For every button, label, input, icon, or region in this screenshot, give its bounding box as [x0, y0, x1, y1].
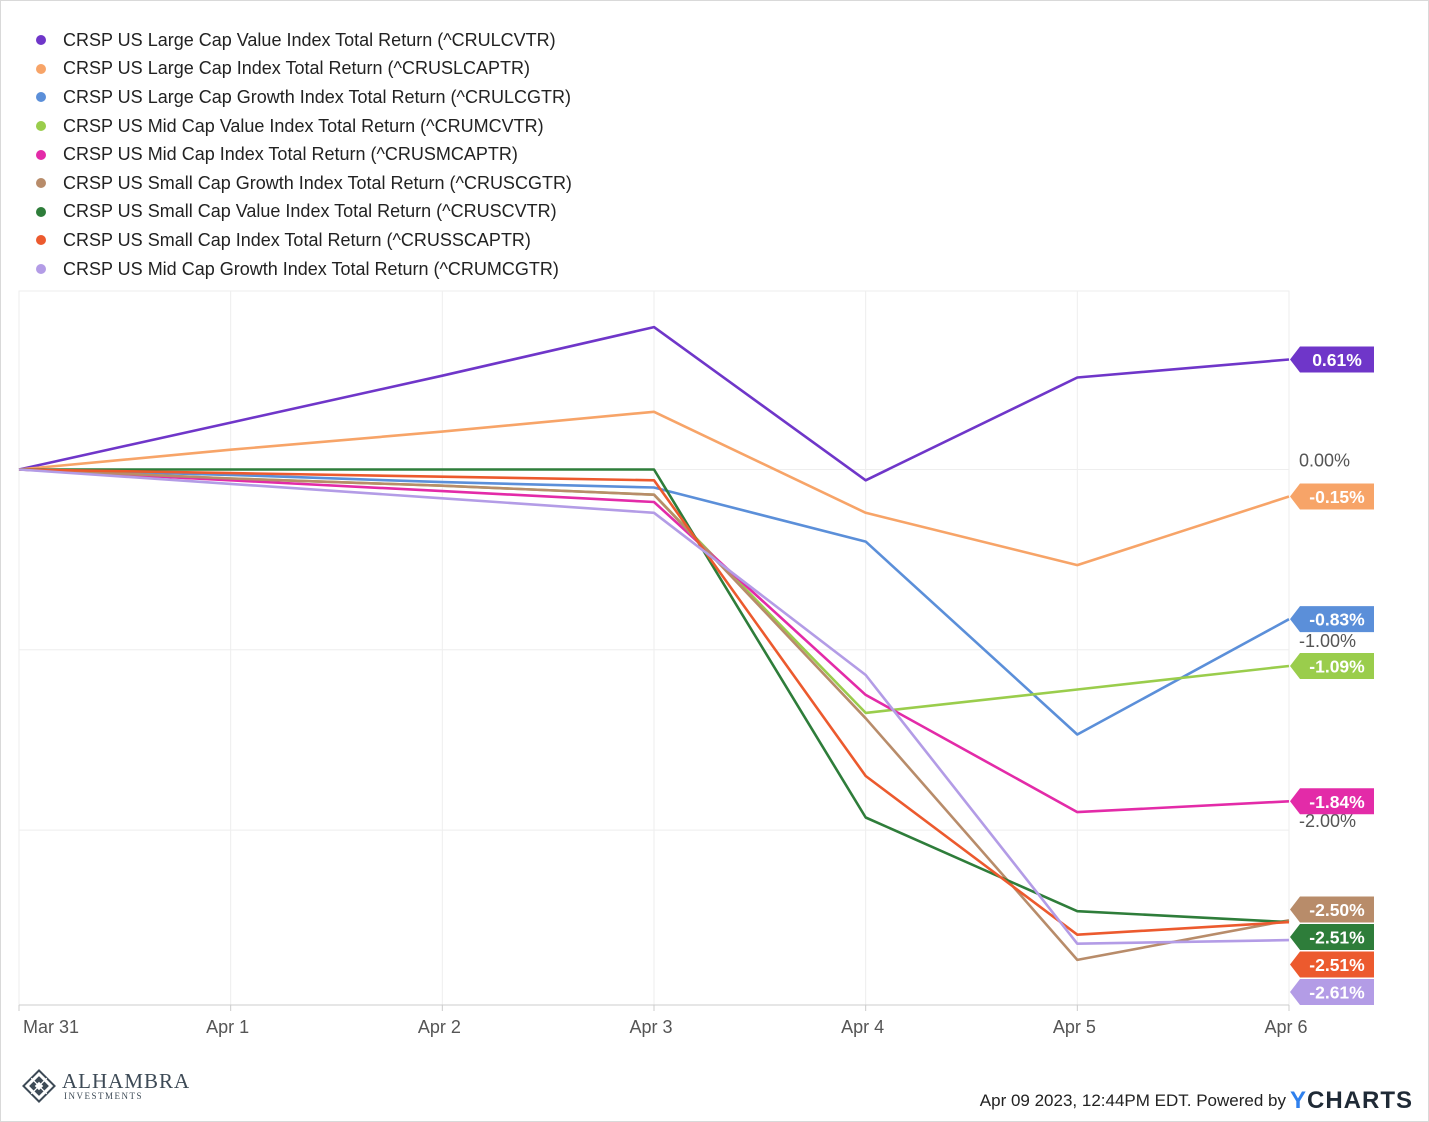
footer: Apr 09 2023, 12:44PM EDT. Powered by Y CH…: [980, 1087, 1413, 1115]
legend-label: CRSP US Large Cap Value Index Total Retu…: [63, 29, 556, 50]
end-value-tag: -2.51%: [1290, 951, 1374, 978]
legend-label: CRSP US Large Cap Index Total Return (^C…: [63, 58, 530, 79]
end-value-tag: -2.50%: [1290, 896, 1374, 923]
end-value-tag-shape: [1290, 924, 1374, 950]
legend-label: CRSP US Large Cap Growth Index Total Ret…: [63, 86, 571, 107]
end-value-label: -2.61%: [1309, 983, 1365, 1003]
end-value-label: -0.83%: [1309, 610, 1365, 630]
legend-label: CRSP US Small Cap Index Total Return (^C…: [63, 229, 531, 250]
y-tick-label: 0.00%: [1299, 451, 1350, 471]
legend-item[interactable]: CRSP US Large Cap Growth Index Total Ret…: [36, 83, 572, 112]
end-value-tag-shape: [1290, 896, 1374, 923]
end-value-tag-shape: [1290, 788, 1374, 815]
end-value-tag: 0.61%: [1290, 346, 1374, 373]
legend-item[interactable]: CRSP US Mid Cap Index Total Return (^CRU…: [36, 140, 572, 169]
legend-color-dot: [36, 149, 46, 160]
x-tick-label: Apr 5: [1053, 1017, 1096, 1037]
end-value-tag-shape: [1290, 606, 1374, 633]
series-line[interactable]: [19, 468, 1290, 924]
timestamp-text: Apr 09 2023, 12:44PM EDT. Powered by: [979, 1091, 1286, 1110]
x-tick-label: Apr 1: [206, 1017, 249, 1037]
x-tick-label: Apr 3: [629, 1017, 672, 1037]
end-value-tag: -2.51%: [1290, 924, 1374, 950]
legend-item[interactable]: CRSP US Small Cap Value Index Total Retu…: [36, 198, 572, 227]
end-value-label: -0.15%: [1309, 487, 1365, 507]
ycharts-y-letter: Y: [1289, 1087, 1307, 1114]
end-value-label: -2.51%: [1309, 955, 1365, 975]
end-value-tag: -2.61%: [1290, 979, 1374, 1005]
end-value-tag-shape: [1290, 979, 1374, 1005]
legend-color-dot: [36, 63, 46, 74]
x-tick-label: Apr 4: [841, 1017, 884, 1037]
series-line[interactable]: [18, 410, 1290, 567]
legend-label: CRSP US Small Cap Growth Index Total Ret…: [63, 172, 572, 193]
legend-label: CRSP US Small Cap Value Index Total Retu…: [63, 201, 557, 222]
ycharts-logo[interactable]: Y CHARTS: [1290, 1087, 1413, 1115]
series-line[interactable]: [18, 325, 1290, 482]
ycharts-wordmark: CHARTS: [1307, 1087, 1413, 1114]
end-value-label: -1.84%: [1309, 792, 1365, 812]
x-tick-label: Apr 2: [418, 1017, 461, 1037]
legend-color-dot: [36, 121, 46, 132]
series-line[interactable]: [18, 468, 1290, 736]
series-line[interactable]: [18, 468, 1290, 946]
legend-label: CRSP US Mid Cap Value Index Total Return…: [63, 115, 544, 136]
series-line[interactable]: [18, 468, 1290, 814]
end-value-tag: -1.09%: [1290, 653, 1374, 680]
logo-subtitle: INVESTMENTS: [64, 1091, 143, 1101]
end-value-label: -1.09%: [1309, 657, 1365, 677]
legend-item[interactable]: CRSP US Small Cap Growth Index Total Ret…: [36, 169, 572, 198]
y-tick-label: -1.00%: [1299, 631, 1356, 651]
end-value-tag-shape: [1290, 951, 1374, 978]
logo-name: ALHAMBRA: [62, 1069, 191, 1093]
legend-color-dot: [36, 35, 46, 46]
x-tick-label: Apr 6: [1264, 1017, 1307, 1037]
end-value-tag: -0.15%: [1290, 483, 1374, 510]
alhambra-logo: ALHAMBRA INVESTMENTS: [22, 1069, 190, 1103]
end-value-tag-shape: [1290, 653, 1374, 680]
legend-item[interactable]: CRSP US Mid Cap Growth Index Total Retur…: [36, 255, 572, 284]
legend-item[interactable]: CRSP US Small Cap Index Total Return (^C…: [36, 226, 572, 255]
legend-color-dot: [36, 92, 46, 103]
end-value-tag: -0.83%: [1290, 606, 1374, 633]
end-value-tag-shape: [1290, 346, 1374, 373]
legend-color-dot: [36, 264, 46, 275]
legend-label: CRSP US Mid Cap Growth Index Total Retur…: [63, 258, 559, 279]
series-line[interactable]: [18, 468, 1290, 962]
legend-color-dot: [36, 178, 46, 189]
y-tick-label: -2.00%: [1299, 811, 1356, 831]
end-value-label: 0.61%: [1312, 350, 1362, 370]
series-line[interactable]: [18, 468, 1290, 937]
end-value-label: -2.51%: [1309, 928, 1365, 948]
legend-color-dot: [36, 206, 46, 217]
end-value-tag: -1.84%: [1290, 788, 1374, 815]
legend-item[interactable]: CRSP US Large Cap Index Total Return (^C…: [36, 55, 572, 84]
legend-item[interactable]: CRSP US Large Cap Value Index Total Retu…: [36, 26, 572, 55]
x-tick-label: Mar 31: [23, 1017, 79, 1037]
alhambra-diamond-icon: [22, 1069, 56, 1103]
legend-color-dot: [36, 235, 46, 246]
end-value-tag-shape: [1290, 483, 1374, 510]
end-value-label: -2.50%: [1309, 900, 1365, 920]
legend-item[interactable]: CRSP US Mid Cap Value Index Total Return…: [36, 112, 572, 141]
legend-label: CRSP US Mid Cap Index Total Return (^CRU…: [63, 144, 518, 165]
legend: CRSP US Large Cap Value Index Total Retu…: [36, 26, 572, 283]
